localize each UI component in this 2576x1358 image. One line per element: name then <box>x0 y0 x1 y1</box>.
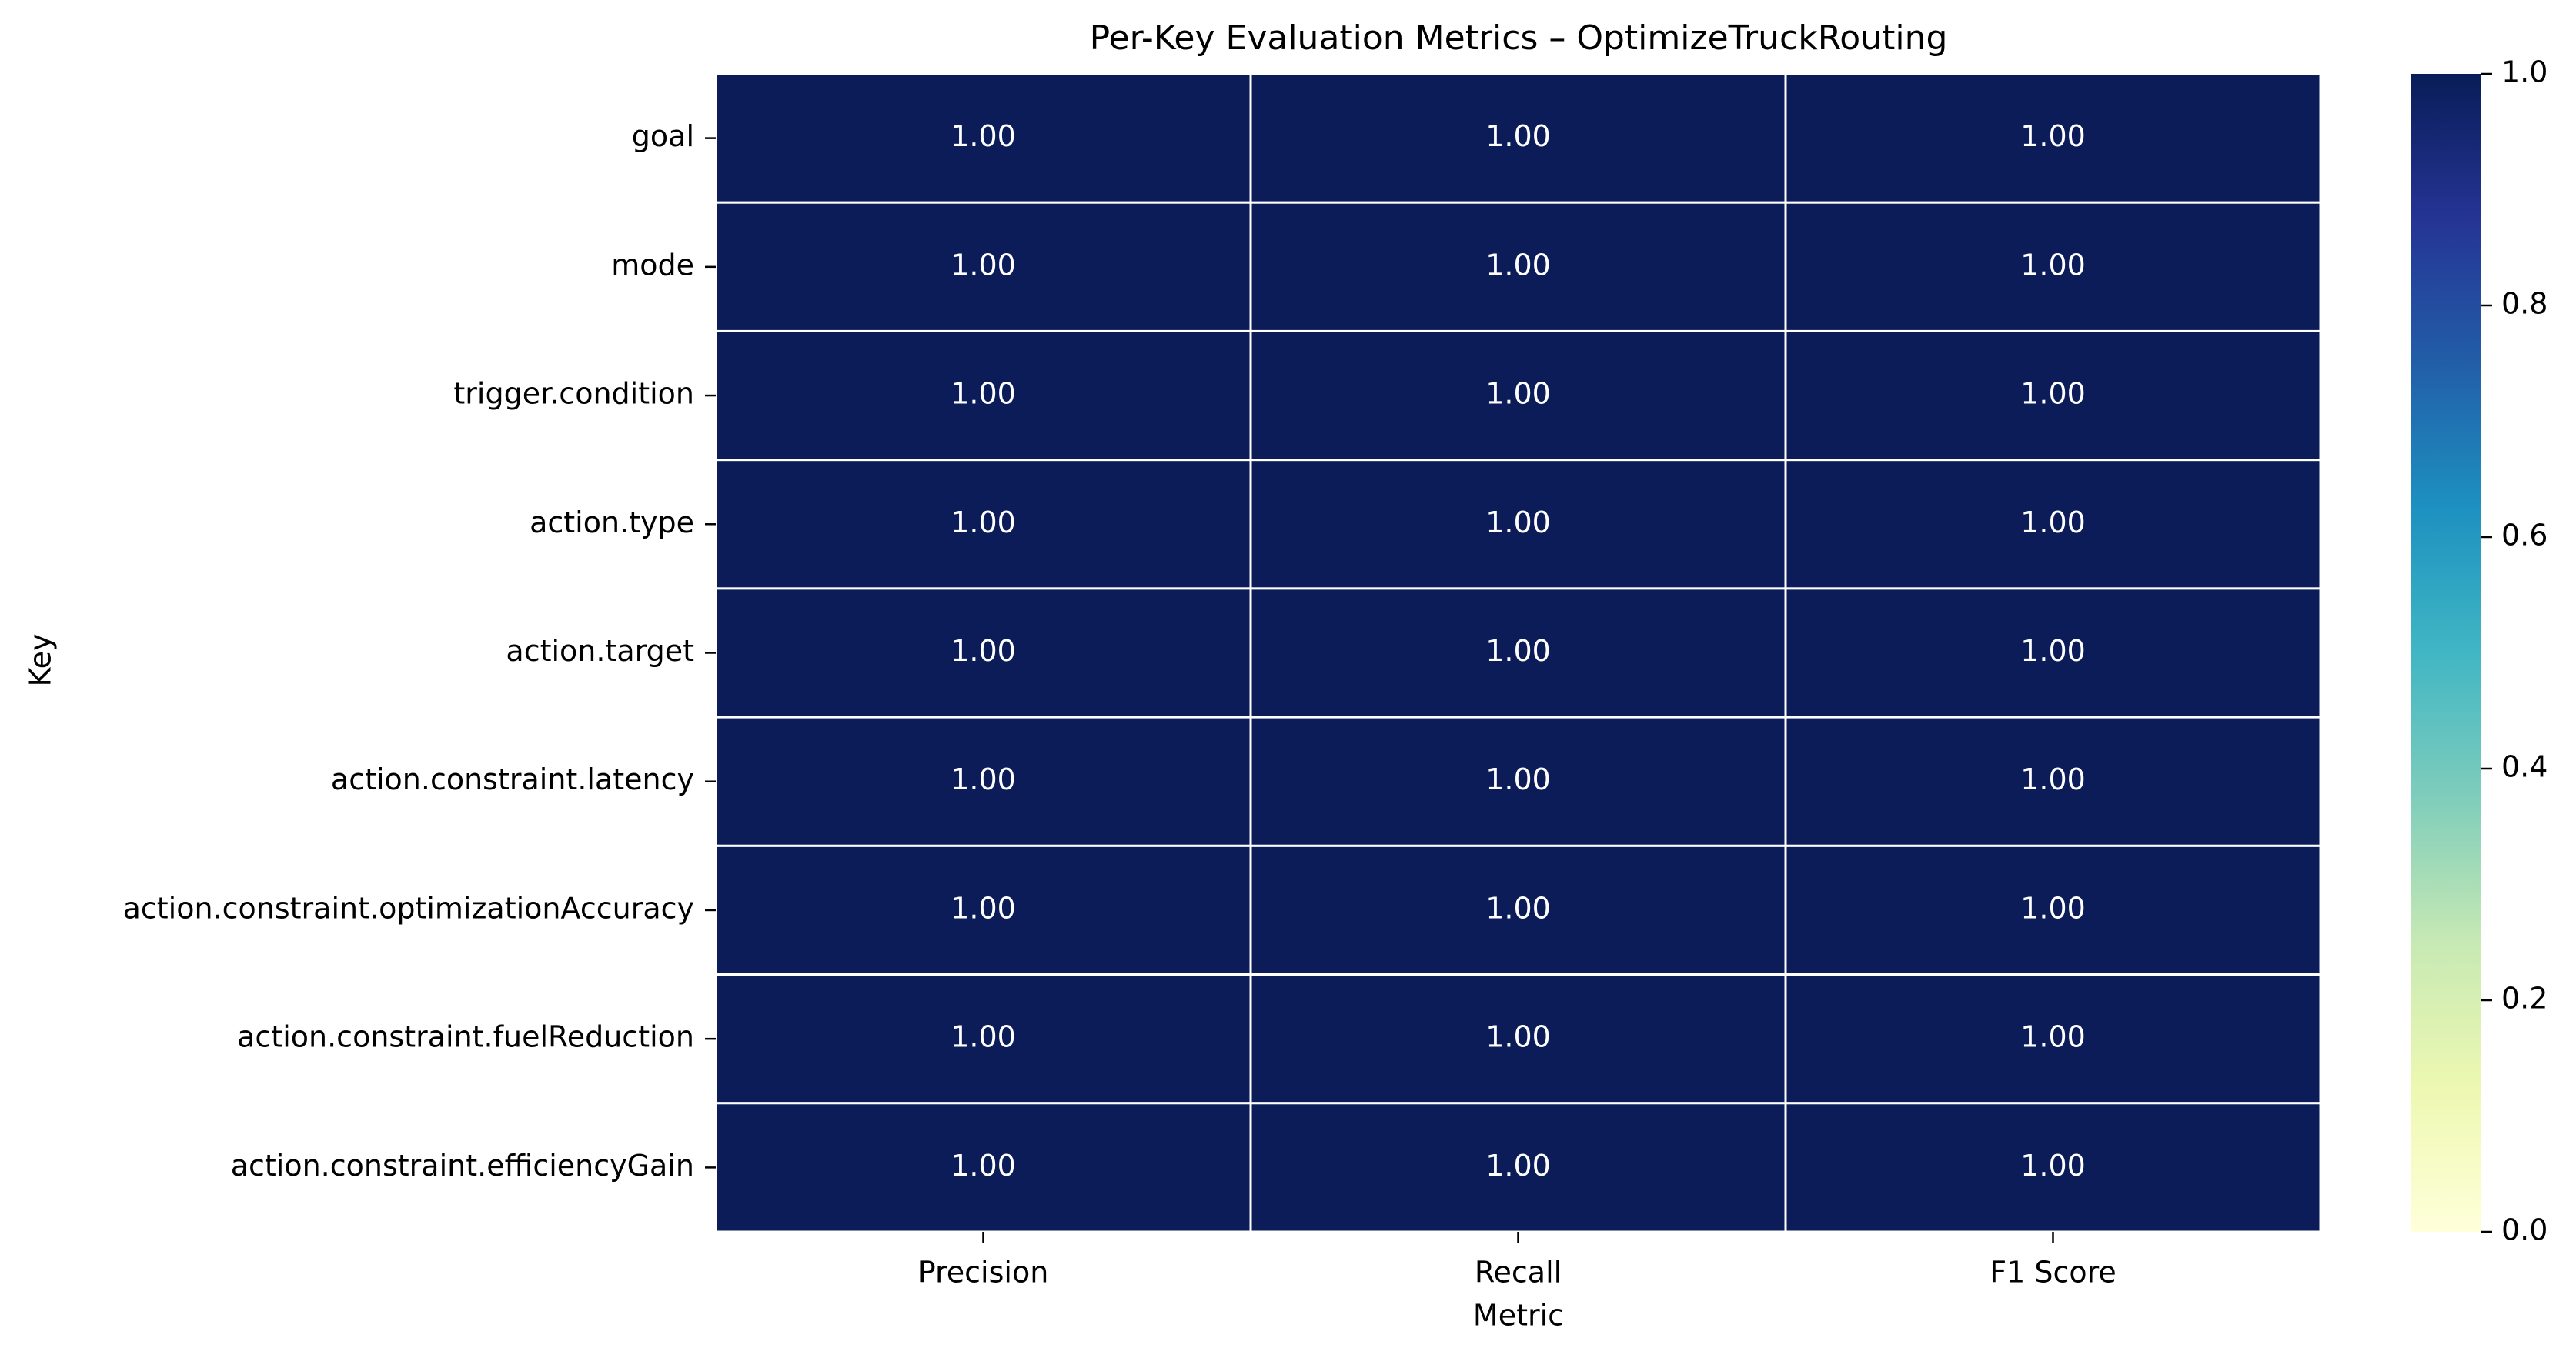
heatmap-cell <box>1784 973 2322 1105</box>
y-axis-label: Key <box>24 634 58 687</box>
cell-value-label: 1.00 <box>1485 505 1551 539</box>
colorbar-tick-label: 0.6 <box>2501 519 2548 552</box>
cell-value-label: 1.00 <box>2020 119 2086 153</box>
heatmap-cell <box>714 844 1252 976</box>
heatmap-cell <box>1784 1102 2322 1233</box>
y-tick-label: action.constraint.latency <box>331 762 694 796</box>
colorbar-tick-label: 1.0 <box>2501 55 2548 89</box>
chart-title: Per-Key Evaluation Metrics – OptimizeTru… <box>1090 18 1948 58</box>
heatmap-cell <box>714 459 1252 590</box>
heatmap-cell <box>1784 844 2322 976</box>
cell-value-label: 1.00 <box>2020 762 2086 796</box>
cell-annotations: 1.00 1.00 1.00 1.00 1.00 1.00 1.00 1.00 1.00 1.00… <box>951 119 2086 1183</box>
cell-value-label: 1.00 <box>2020 248 2086 282</box>
y-tick-label: action.constraint.fuelReduction <box>237 1020 694 1054</box>
cell-value-label: 1.00 <box>951 377 1016 411</box>
colorbar-tick-label: 0.8 <box>2501 287 2548 321</box>
y-axis: goal mode trigger.condition action.type acti… <box>123 119 716 1183</box>
cell-value-label: 1.00 <box>2020 1149 2086 1183</box>
cell-value-label: 1.00 <box>951 119 1016 153</box>
cell-value-label: 1.00 <box>1485 1149 1551 1183</box>
cell-value-label: 1.00 <box>1485 1020 1551 1054</box>
heatmap-cell <box>1249 844 1787 976</box>
heatmap-cell <box>1249 72 1787 204</box>
heatmap-cell <box>714 1102 1252 1233</box>
heatmap-cell <box>714 973 1252 1105</box>
heatmap-cell <box>1249 973 1787 1105</box>
y-tick-label: goal <box>632 119 694 153</box>
cell-value-label: 1.00 <box>1485 248 1551 282</box>
x-tick-label: Recall <box>1475 1256 1562 1290</box>
cell-value-label: 1.00 <box>2020 634 2086 668</box>
colorbar-tick-label: 0.4 <box>2501 750 2548 784</box>
x-tick-label: F1 Score <box>1990 1256 2117 1290</box>
heatmap-cell <box>714 72 1252 204</box>
colorbar: 0.0 0.2 0.4 0.6 0.8 1.0 <box>2411 55 2548 1247</box>
cell-value-label: 1.00 <box>951 248 1016 282</box>
cell-value-label: 1.00 <box>2020 1020 2086 1054</box>
heatmap-cell <box>1784 716 2322 847</box>
x-axis-label: Metric <box>1473 1299 1564 1333</box>
cell-value-label: 1.00 <box>951 1020 1016 1054</box>
x-tick-label: Precision <box>918 1256 1049 1290</box>
cell-value-label: 1.00 <box>951 1149 1016 1183</box>
cell-value-label: 1.00 <box>1485 119 1551 153</box>
cell-value-label: 1.00 <box>1485 762 1551 796</box>
y-tick-label: action.target <box>506 634 694 668</box>
heatmap-cell <box>1249 201 1787 332</box>
cell-value-label: 1.00 <box>951 634 1016 668</box>
y-tick-label: mode <box>611 248 694 282</box>
heatmap-cell <box>1784 72 2322 204</box>
cell-value-label: 1.00 <box>951 505 1016 539</box>
y-tick-label: trigger.condition <box>453 377 694 411</box>
cell-value-label: 1.00 <box>951 891 1016 925</box>
heatmap-cell <box>1784 587 2322 719</box>
heatmap-cell <box>1784 201 2322 332</box>
heatmap-cell <box>1784 459 2322 590</box>
cell-value-label: 1.00 <box>2020 891 2086 925</box>
heatmap-cell <box>1249 587 1787 719</box>
heatmap-cell <box>714 587 1252 719</box>
cell-value-label: 1.00 <box>2020 505 2086 539</box>
cell-value-label: 1.00 <box>2020 377 2086 411</box>
heatmap-cells <box>714 72 2322 1233</box>
colorbar-tick-label: 0.2 <box>2501 982 2548 1016</box>
x-axis: Precision Recall F1 Score <box>918 1232 2117 1290</box>
heatmap-cell <box>1249 329 1787 462</box>
y-tick-label: action.constraint.efficiencyGain <box>231 1149 694 1183</box>
colorbar-tick-label: 0.0 <box>2501 1213 2548 1247</box>
cell-value-label: 1.00 <box>1485 377 1551 411</box>
heatmap-cell <box>714 201 1252 332</box>
y-tick-label: action.type <box>530 505 694 539</box>
colorbar-gradient <box>2411 74 2481 1232</box>
colorbar-ticks: 0.0 0.2 0.4 0.6 0.8 1.0 <box>2481 55 2548 1247</box>
cell-value-label: 1.00 <box>1485 891 1551 925</box>
heatmap-cell <box>1249 716 1787 847</box>
y-tick-label: action.constraint.optimizationAccuracy <box>123 891 694 925</box>
cell-value-label: 1.00 <box>951 762 1016 796</box>
cell-value-label: 1.00 <box>1485 634 1551 668</box>
